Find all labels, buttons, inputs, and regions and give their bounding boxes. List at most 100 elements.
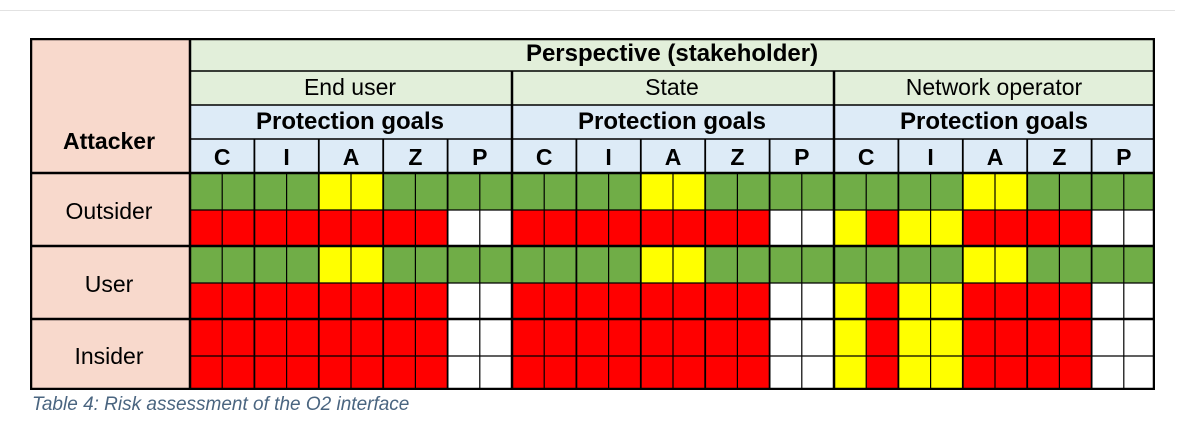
risk-cell xyxy=(1091,319,1124,356)
protection-goals-end-user: Protection goals xyxy=(256,108,444,135)
risk-cell xyxy=(1123,283,1155,319)
risk-cell xyxy=(769,319,802,356)
risk-cell xyxy=(351,319,384,356)
risk-cell xyxy=(512,210,545,246)
goal-label-c: C xyxy=(858,144,875,170)
risk-cell xyxy=(286,173,319,210)
risk-cell xyxy=(1027,210,1060,246)
attacker-header: Attacker xyxy=(63,128,155,154)
risk-cell xyxy=(544,246,577,283)
risk-cell xyxy=(415,210,448,246)
goal-label-z: Z xyxy=(730,144,744,170)
risk-cell xyxy=(512,246,545,283)
risk-cell xyxy=(1091,246,1124,283)
goal-label-i: I xyxy=(605,144,611,170)
risk-cell xyxy=(190,173,223,210)
risk-cell xyxy=(254,173,287,210)
risk-cell xyxy=(673,319,706,356)
risk-cell xyxy=(190,210,223,246)
risk-cell xyxy=(190,319,223,356)
goal-label-a: A xyxy=(987,144,1004,170)
risk-cell xyxy=(673,283,706,319)
risk-cell xyxy=(801,246,834,283)
risk-cell xyxy=(222,210,255,246)
risk-cell xyxy=(995,210,1028,246)
risk-cell xyxy=(1123,246,1155,283)
risk-cell xyxy=(1059,356,1092,390)
risk-cell xyxy=(930,246,963,283)
risk-cell xyxy=(737,283,770,319)
risk-cell xyxy=(576,210,609,246)
risk-cell xyxy=(801,283,834,319)
attacker-column-bg xyxy=(30,38,190,390)
risk-cell xyxy=(962,356,995,390)
risk-cell xyxy=(866,356,899,390)
risk-cell xyxy=(769,210,802,246)
risk-cell xyxy=(479,356,512,390)
risk-cell xyxy=(834,210,867,246)
risk-cell xyxy=(447,283,480,319)
risk-cell xyxy=(318,356,351,390)
risk-cell xyxy=(962,173,995,210)
risk-cell xyxy=(1091,210,1124,246)
risk-cell xyxy=(834,319,867,356)
risk-cell xyxy=(801,319,834,356)
risk-cell xyxy=(769,173,802,210)
goal-label-i: I xyxy=(283,144,289,170)
risk-cell xyxy=(866,246,899,283)
risk-cell xyxy=(447,319,480,356)
risk-assessment-table: Attacker Perspective (stakeholder) End u… xyxy=(30,38,1155,390)
goal-label-c: C xyxy=(536,144,553,170)
risk-cell xyxy=(769,246,802,283)
risk-cell xyxy=(254,210,287,246)
risk-cell xyxy=(318,319,351,356)
risk-cell xyxy=(1027,246,1060,283)
risk-cell xyxy=(1059,246,1092,283)
risk-cell xyxy=(769,283,802,319)
goal-label-i: I xyxy=(927,144,933,170)
risk-cell xyxy=(415,356,448,390)
risk-cell xyxy=(640,319,673,356)
risk-cell xyxy=(254,246,287,283)
risk-cell xyxy=(640,173,673,210)
risk-cell xyxy=(640,356,673,390)
risk-cell xyxy=(286,356,319,390)
risk-cell xyxy=(318,246,351,283)
risk-cell xyxy=(608,246,641,283)
goal-label-p: P xyxy=(1116,144,1131,170)
risk-cell xyxy=(1027,319,1060,356)
risk-cell xyxy=(383,246,416,283)
risk-cell xyxy=(962,246,995,283)
page-top-divider xyxy=(0,0,1175,11)
risk-cell xyxy=(351,173,384,210)
risk-cell xyxy=(479,246,512,283)
risk-cell xyxy=(318,173,351,210)
risk-cell xyxy=(544,356,577,390)
attacker-user: User xyxy=(85,271,134,297)
risk-cell xyxy=(1091,356,1124,390)
risk-cell xyxy=(415,283,448,319)
risk-cell xyxy=(383,173,416,210)
risk-cell xyxy=(608,283,641,319)
risk-cell xyxy=(286,319,319,356)
risk-cell xyxy=(930,210,963,246)
risk-cell xyxy=(254,283,287,319)
risk-cell xyxy=(351,210,384,246)
risk-cell xyxy=(512,173,545,210)
attacker-insider: Insider xyxy=(74,343,143,369)
risk-cell xyxy=(576,173,609,210)
goal-label-z: Z xyxy=(408,144,422,170)
goal-label-a: A xyxy=(665,144,682,170)
risk-cell xyxy=(479,283,512,319)
risk-cell xyxy=(608,210,641,246)
goal-label-c: C xyxy=(214,144,231,170)
risk-cell xyxy=(479,173,512,210)
risk-cell xyxy=(608,319,641,356)
risk-cell xyxy=(962,283,995,319)
risk-cell xyxy=(576,246,609,283)
risk-cell xyxy=(351,246,384,283)
goal-label-p: P xyxy=(794,144,809,170)
risk-cell xyxy=(834,246,867,283)
protection-goals-network-operator: Protection goals xyxy=(900,108,1088,135)
risk-cell xyxy=(544,283,577,319)
